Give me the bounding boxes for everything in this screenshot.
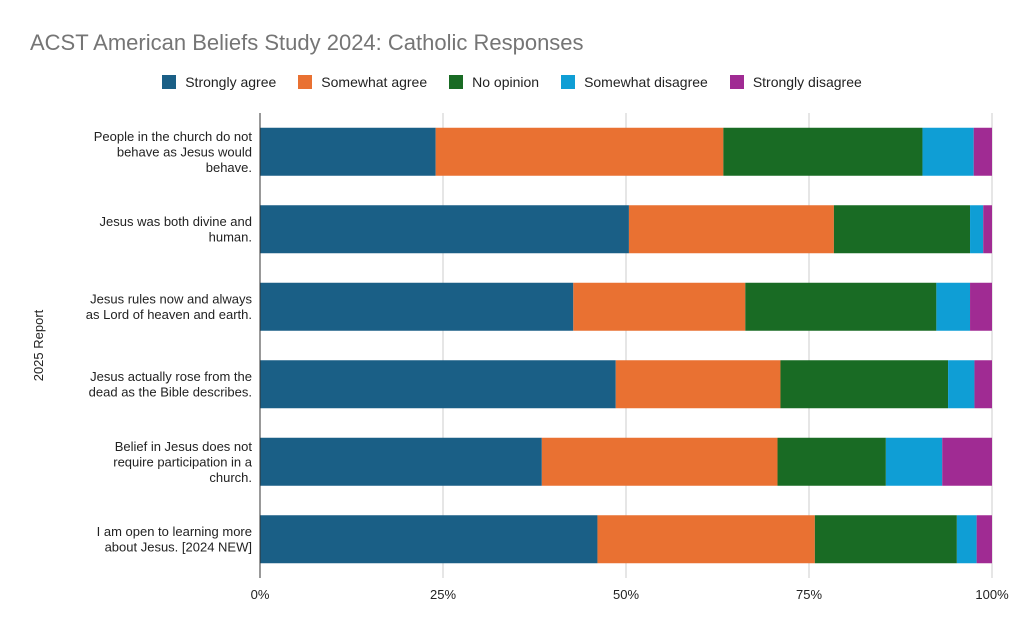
- bar-segment: [435, 127, 724, 176]
- category-label: Jesus rules now and always as Lord of hea…: [86, 292, 253, 323]
- bar-segment: [597, 515, 815, 564]
- category-label-line: Jesus was both divine and: [100, 214, 252, 229]
- bar-segment: [541, 437, 778, 486]
- legend: Strongly agree Somewhat agree No opinion So…: [0, 74, 1024, 90]
- x-tick-label: 75%: [796, 587, 822, 602]
- x-tick-label: 50%: [613, 587, 639, 602]
- legend-label: Strongly agree: [185, 74, 277, 90]
- category-label-line: I am open to learning more: [97, 524, 252, 539]
- legend-item: Strongly disagree: [729, 74, 862, 90]
- legend-label: Strongly disagree: [752, 74, 862, 90]
- category-label-line: as Lord of heaven and earth.: [86, 307, 252, 322]
- category-label-line: human.: [209, 230, 252, 245]
- bar-segment: [745, 282, 937, 331]
- category-label: I am open to learning more about Jesus. […: [97, 524, 252, 555]
- legend-label: Somewhat disagree: [584, 74, 708, 90]
- bar-segment: [970, 282, 992, 331]
- bar-segment: [260, 515, 598, 564]
- bar-segment: [974, 360, 992, 409]
- bar-segment: [573, 282, 746, 331]
- legend-swatch: [729, 75, 744, 89]
- x-tick-label: 100%: [975, 587, 1009, 602]
- category-label-line: about Jesus. [2024 NEW]: [105, 540, 252, 555]
- legend-item: Strongly agree: [162, 74, 276, 90]
- category-label: Belief in Jesus does not require particip…: [113, 439, 253, 485]
- bar-segment: [260, 127, 436, 176]
- category-label-line: Belief in Jesus does not: [115, 439, 253, 454]
- category-label-line: Jesus rules now and always: [90, 292, 252, 307]
- x-tick-label: 25%: [430, 587, 456, 602]
- bar-segment: [983, 205, 992, 254]
- bar-segment: [976, 515, 992, 564]
- bar-segment: [885, 437, 943, 486]
- bar-segment: [260, 205, 629, 254]
- legend-label: Somewhat agree: [321, 74, 428, 90]
- bar-segment: [260, 437, 542, 486]
- category-label-line: behave as Jesus would: [117, 144, 252, 159]
- bar-segment: [936, 282, 971, 331]
- bar-segment: [723, 127, 923, 176]
- category-label-line: behave.: [206, 160, 252, 175]
- chart-title: ACST American Beliefs Study 2024: Cathol…: [30, 30, 584, 55]
- legend-label: No opinion: [472, 74, 540, 90]
- bar-segment: [628, 205, 834, 254]
- category-label-line: require participation in a: [113, 454, 253, 469]
- bar-segment: [615, 360, 781, 409]
- legend-swatch: [449, 75, 464, 89]
- bar-segment: [260, 282, 574, 331]
- legend-item: Somewhat disagree: [561, 74, 708, 90]
- bar-segment: [260, 360, 616, 409]
- x-tick-label: 0%: [251, 587, 270, 602]
- category-label-line: People in the church do not: [94, 129, 253, 144]
- category-label: People in the church do not behave as Jes…: [94, 129, 253, 175]
- bar-segment: [922, 127, 974, 176]
- legend-swatch: [561, 75, 576, 89]
- bar-segment: [777, 437, 886, 486]
- bar-segment: [814, 515, 957, 564]
- category-label-line: Jesus actually rose from the: [90, 369, 252, 384]
- category-label-line: dead as the Bible describes.: [89, 385, 252, 400]
- bar-segment: [942, 437, 992, 486]
- legend-item: Somewhat agree: [298, 74, 427, 90]
- bar-segment: [973, 127, 992, 176]
- legend-item: No opinion: [449, 74, 539, 90]
- category-label: Jesus was both divine and human.: [100, 214, 252, 245]
- bar-segment: [948, 360, 975, 409]
- bar-segment: [833, 205, 971, 254]
- y-axis-title: 2025 Report: [31, 309, 46, 381]
- legend-swatch: [162, 75, 177, 89]
- bar-segment: [956, 515, 977, 564]
- category-label-line: church.: [209, 470, 252, 485]
- legend-swatch: [298, 75, 313, 89]
- category-label: Jesus actually rose from the dead as the …: [89, 369, 252, 400]
- bar-segment: [780, 360, 949, 409]
- bar-segment: [970, 205, 984, 254]
